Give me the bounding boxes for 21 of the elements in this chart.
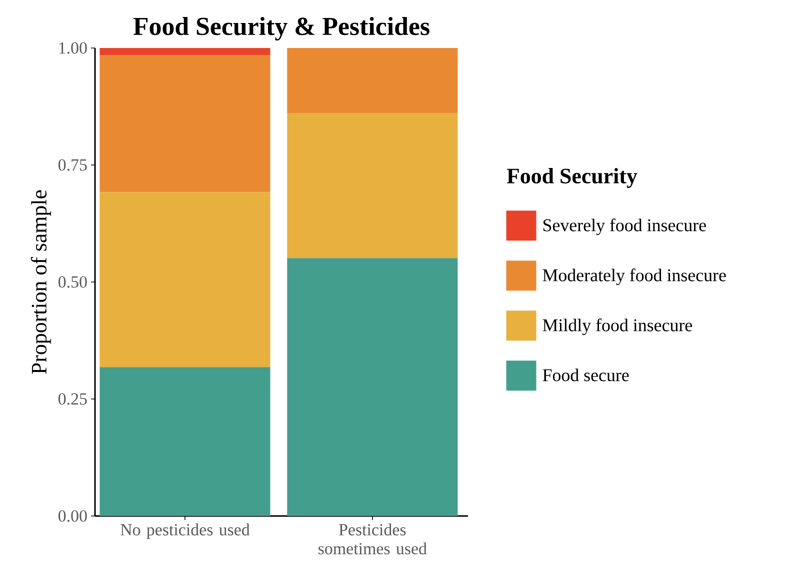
legend-title: Food Security: [506, 168, 638, 188]
bar: [100, 55, 270, 192]
bar: [100, 48, 270, 56]
bar: [287, 48, 458, 114]
y-tick-label: 0.75: [58, 159, 87, 171]
bar: [100, 192, 270, 368]
y-tick-label: 0.50: [58, 276, 87, 288]
legend-label: Severely food insecure: [543, 218, 706, 236]
x-tick-label: Pesticides sometimes used: [318, 524, 427, 554]
legend-label: Food secure: [542, 368, 629, 382]
legend-label: Mildly food insecure: [542, 318, 692, 336]
y-tick-label: 1.00: [59, 42, 87, 54]
bar: [287, 258, 458, 516]
legend-label: Moderately food insecure: [542, 268, 726, 286]
bar: [287, 113, 458, 258]
chart-title: Food Security & Pesticides: [133, 16, 430, 40]
y-tick-label: 0.00: [58, 510, 87, 522]
x-tick-label: No pesticides used: [120, 524, 250, 539]
y-axis-title: Proportion of sample: [30, 190, 52, 374]
bar: [100, 367, 270, 516]
y-tick-label: 0.25: [58, 393, 87, 405]
